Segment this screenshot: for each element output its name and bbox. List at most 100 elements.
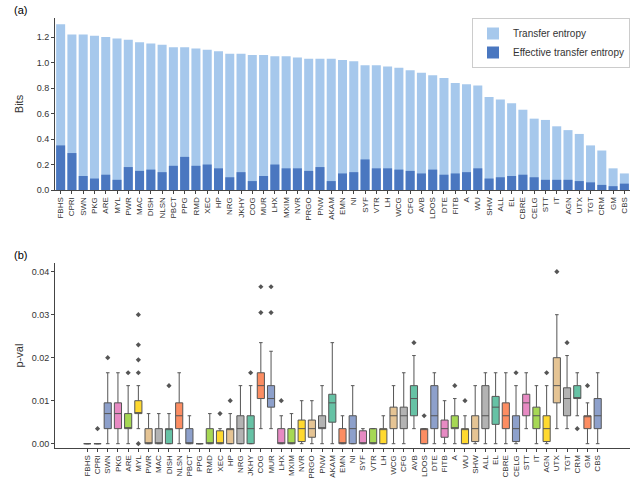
svg-text:GM: GM <box>583 455 592 468</box>
svg-text:PRGO: PRGO <box>304 197 313 221</box>
svg-text:CFG: CFG <box>399 455 408 472</box>
svg-text:0.2: 0.2 <box>37 160 50 170</box>
svg-text:MXIM: MXIM <box>287 455 296 476</box>
svg-text:AVB: AVB <box>410 455 419 470</box>
svg-text:DISH: DISH <box>165 455 174 474</box>
svg-text:NLSN: NLSN <box>175 455 184 477</box>
svg-text:UTX: UTX <box>552 455 561 472</box>
svg-text:0.4: 0.4 <box>37 134 50 144</box>
svg-text:IT: IT <box>532 455 541 462</box>
svg-text:AGN: AGN <box>542 455 551 473</box>
svg-text:1.2: 1.2 <box>37 32 50 42</box>
svg-text:JKHY: JKHY <box>246 455 255 476</box>
svg-text:NI: NI <box>349 197 358 205</box>
svg-text:JKHY: JKHY <box>237 197 246 218</box>
svg-text:NVR: NVR <box>297 455 306 472</box>
svg-text:(b): (b) <box>14 249 27 261</box>
svg-text:WCG: WCG <box>389 455 398 475</box>
svg-text:HP: HP <box>226 455 235 466</box>
svg-text:PKG: PKG <box>90 197 99 214</box>
svg-text:STT: STT <box>522 455 531 470</box>
svg-text:CPRI: CPRI <box>68 197 77 216</box>
svg-text:p-val: p-val <box>13 344 25 368</box>
svg-text:Effective transfer entropy: Effective transfer entropy <box>513 47 624 58</box>
svg-text:A: A <box>462 197 471 203</box>
svg-text:ALL: ALL <box>481 455 490 470</box>
svg-text:LHX: LHX <box>270 197 279 213</box>
svg-text:SHW: SHW <box>471 455 480 474</box>
svg-text:PPG: PPG <box>195 455 204 472</box>
svg-text:DTE: DTE <box>440 197 449 213</box>
svg-text:TGT: TGT <box>586 197 595 213</box>
svg-text:MYL: MYL <box>134 455 143 472</box>
svg-text:CBS: CBS <box>593 455 602 471</box>
svg-text:UTX: UTX <box>575 197 584 214</box>
svg-text:XEC: XEC <box>216 455 225 472</box>
svg-text:EMN: EMN <box>338 197 347 215</box>
svg-text:NRG: NRG <box>225 197 234 215</box>
svg-text:(a): (a) <box>14 4 27 16</box>
svg-text:MAC: MAC <box>135 197 144 215</box>
svg-text:COG: COG <box>256 455 265 473</box>
svg-text:1.0: 1.0 <box>37 58 50 68</box>
svg-text:FBHS: FBHS <box>83 455 92 476</box>
svg-text:NVR: NVR <box>293 197 302 214</box>
svg-text:SHW: SHW <box>485 197 494 216</box>
svg-text:VTR: VTR <box>372 197 381 213</box>
svg-text:HP: HP <box>214 197 223 208</box>
svg-text:ARE: ARE <box>101 197 110 213</box>
svg-text:MUR: MUR <box>259 197 268 215</box>
svg-text:0.8: 0.8 <box>37 83 50 93</box>
svg-text:WU: WU <box>473 197 482 211</box>
svg-text:ARE: ARE <box>124 455 133 471</box>
svg-text:0.03: 0.03 <box>32 310 50 320</box>
svg-text:0.04: 0.04 <box>32 267 50 277</box>
svg-text:MUR: MUR <box>267 455 276 473</box>
svg-text:0.0: 0.0 <box>37 185 50 195</box>
svg-text:PKG: PKG <box>114 455 123 472</box>
svg-text:PWR: PWR <box>124 197 133 216</box>
svg-text:EL: EL <box>507 197 516 207</box>
svg-text:COG: COG <box>248 197 257 215</box>
svg-text:0.6: 0.6 <box>37 109 50 119</box>
svg-text:Transfer entropy: Transfer entropy <box>513 28 586 39</box>
svg-text:IT: IT <box>552 197 561 204</box>
svg-text:DISH: DISH <box>146 197 155 216</box>
svg-text:PPG: PPG <box>180 197 189 214</box>
svg-text:PBCT: PBCT <box>185 455 194 476</box>
svg-text:LDOS: LDOS <box>420 455 429 477</box>
svg-text:FITB: FITB <box>451 197 460 214</box>
svg-text:SYF: SYF <box>359 455 368 471</box>
svg-text:FBHS: FBHS <box>56 197 65 218</box>
svg-text:CFG: CFG <box>406 197 415 214</box>
svg-text:SWN: SWN <box>79 197 88 216</box>
svg-text:0.00: 0.00 <box>32 439 50 449</box>
svg-text:EMN: EMN <box>338 455 347 473</box>
svg-text:RMD: RMD <box>192 197 201 215</box>
svg-text:EL: EL <box>491 455 500 465</box>
svg-text:CRM: CRM <box>597 197 606 216</box>
svg-text:SWN: SWN <box>103 455 112 474</box>
svg-text:LDOS: LDOS <box>428 197 437 219</box>
svg-text:SYF: SYF <box>361 197 370 213</box>
svg-text:CBS: CBS <box>620 197 629 213</box>
svg-text:NRG: NRG <box>236 455 245 473</box>
svg-text:CPRI: CPRI <box>93 455 102 474</box>
svg-text:PNW: PNW <box>316 197 325 216</box>
svg-text:CBRE: CBRE <box>518 197 527 219</box>
svg-text:AVB: AVB <box>417 197 426 212</box>
svg-text:CELG: CELG <box>512 455 521 477</box>
svg-text:NLSN: NLSN <box>158 197 167 219</box>
svg-text:RMD: RMD <box>205 455 214 473</box>
svg-text:MAC: MAC <box>154 455 163 473</box>
svg-text:NI: NI <box>348 455 357 463</box>
svg-text:LHX: LHX <box>277 455 286 471</box>
svg-text:LH: LH <box>379 455 388 465</box>
svg-text:PBCT: PBCT <box>169 197 178 218</box>
svg-text:AKAM: AKAM <box>327 197 336 220</box>
svg-text:LH: LH <box>383 197 392 207</box>
svg-text:0.02: 0.02 <box>32 353 50 363</box>
svg-text:FITB: FITB <box>440 455 449 472</box>
svg-text:DTE: DTE <box>430 455 439 471</box>
svg-text:WCG: WCG <box>394 197 403 217</box>
